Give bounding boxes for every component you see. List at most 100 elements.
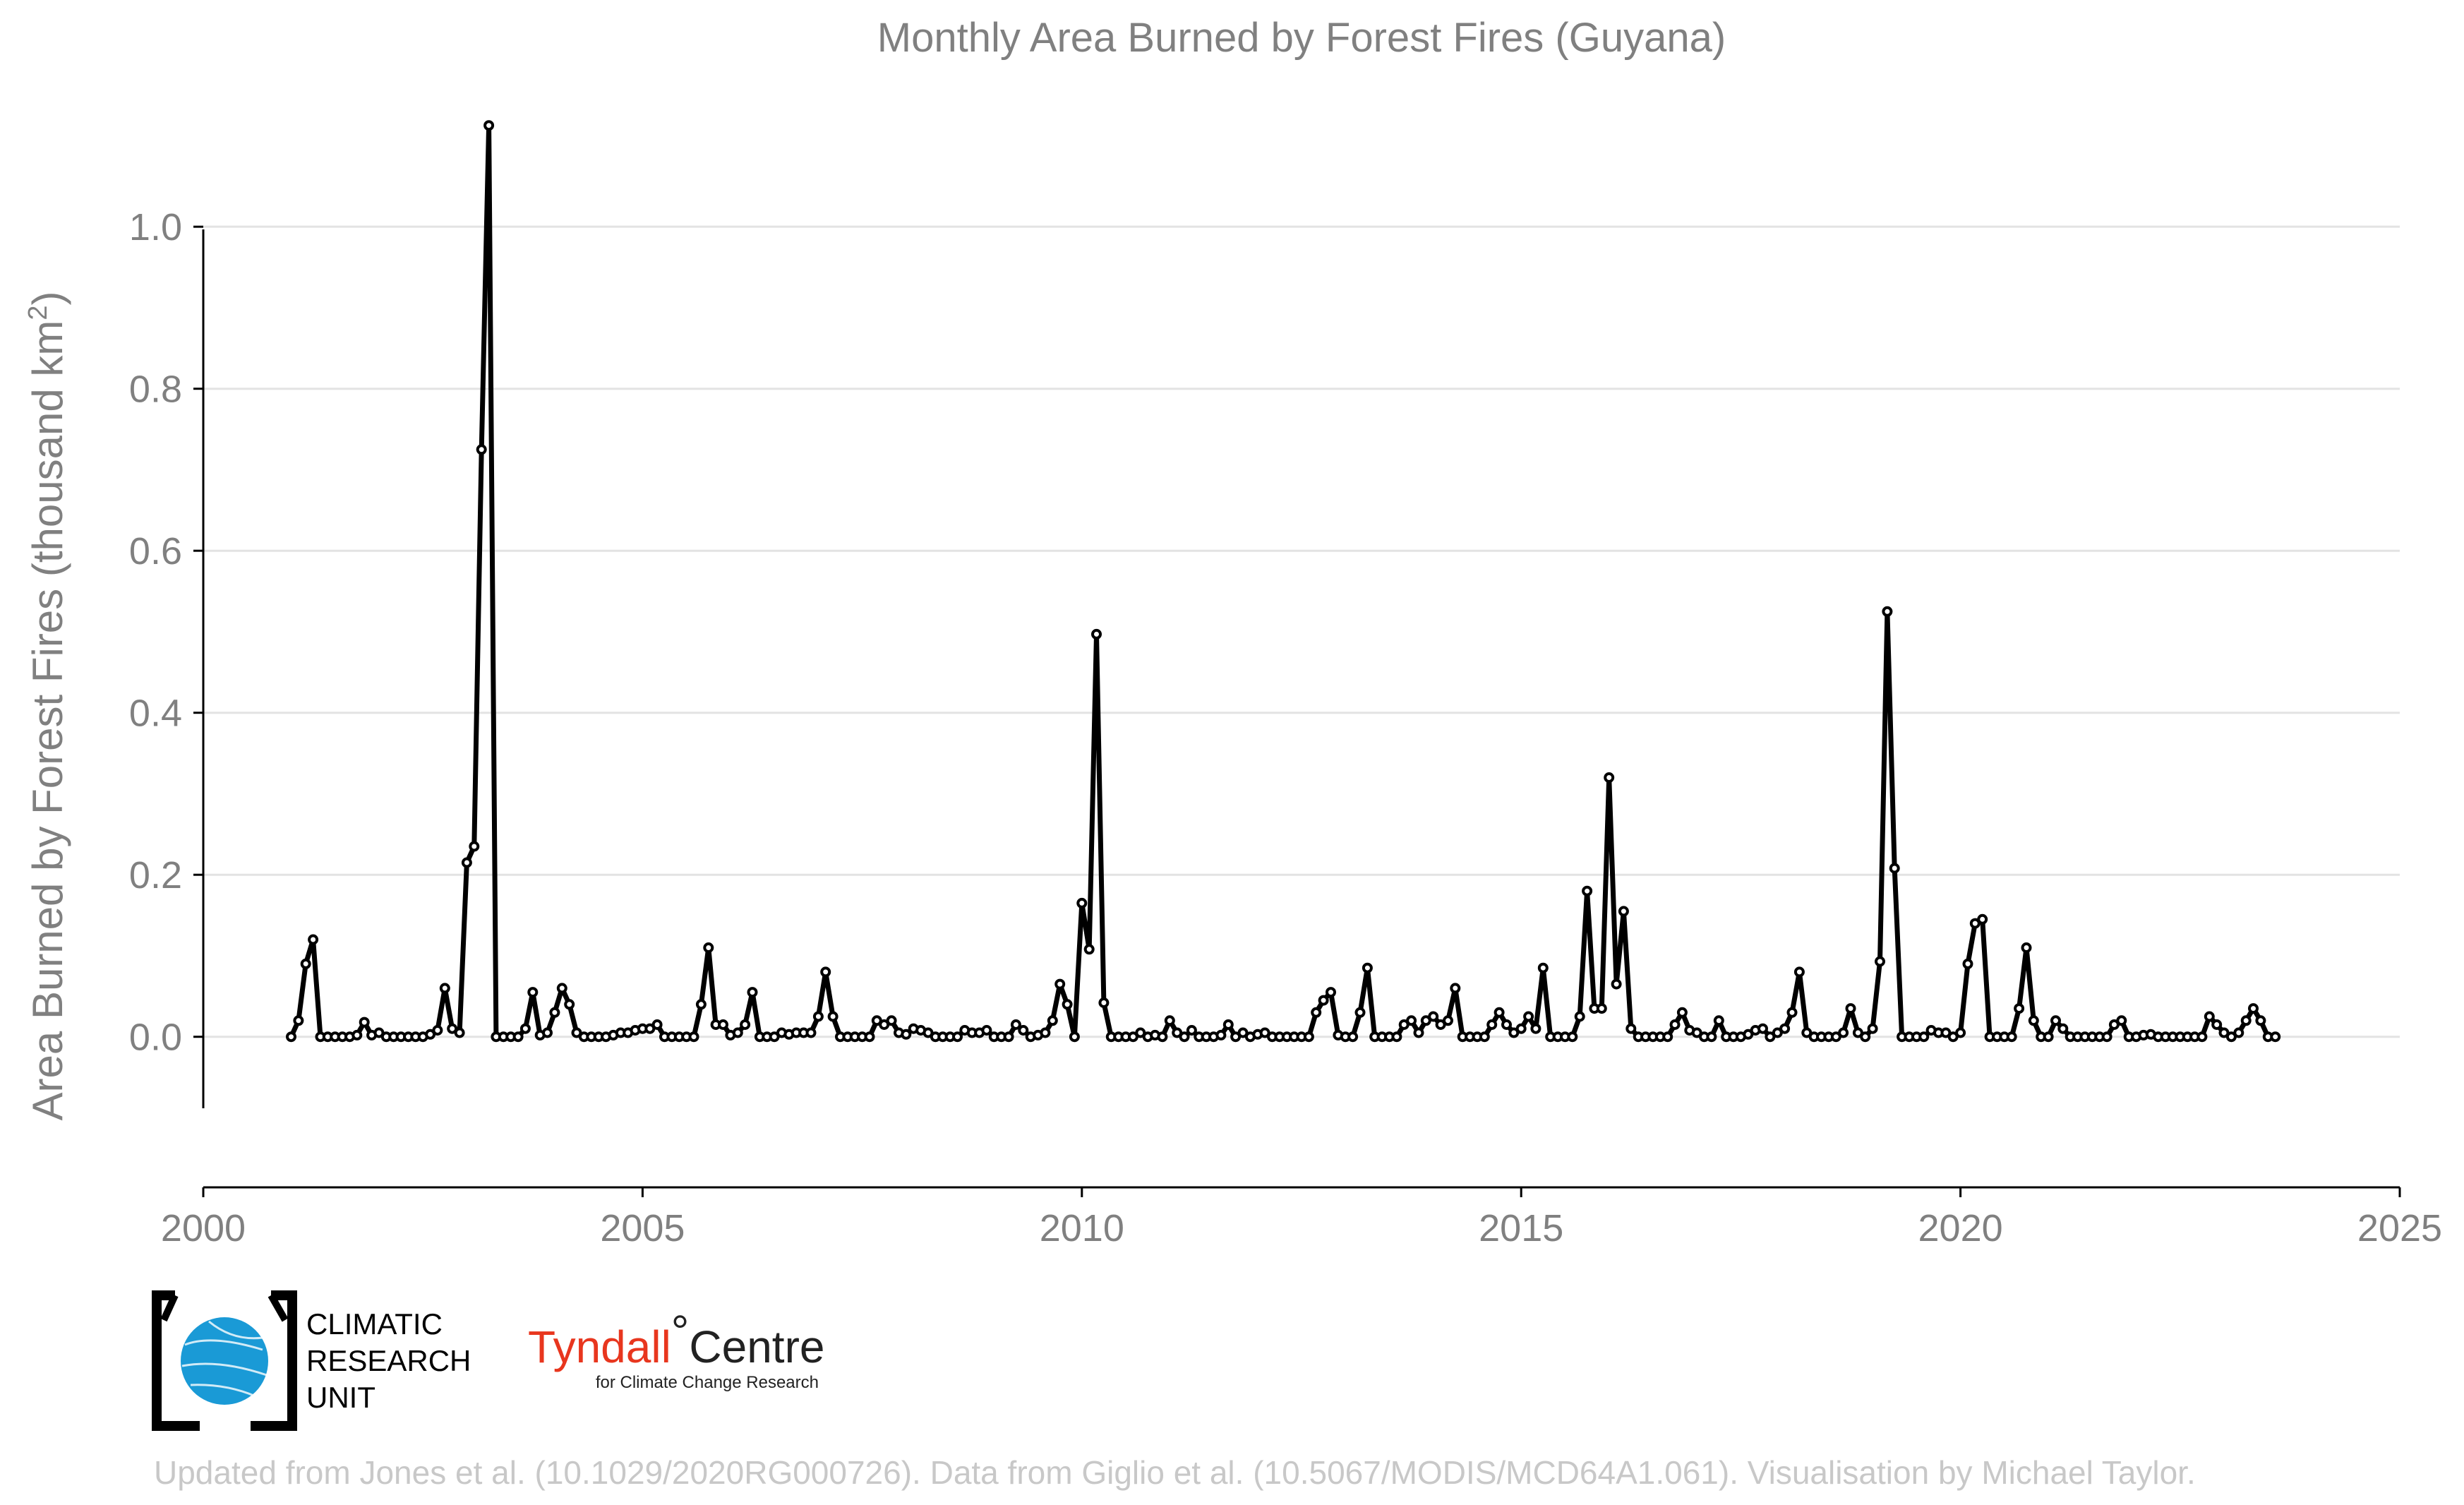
data-point [1508, 1027, 1520, 1038]
data-point [747, 987, 758, 998]
data-point [769, 1031, 780, 1043]
data-point [2204, 1011, 2215, 1022]
data-point [1515, 1023, 1527, 1034]
data-point [2211, 1019, 2223, 1030]
data-point [651, 1019, 663, 1030]
y-tick-label: 0.0 [129, 1017, 182, 1059]
data-point [454, 1027, 465, 1038]
data-point [1494, 1007, 1505, 1018]
data-point [864, 1031, 875, 1043]
data-point [1083, 944, 1095, 955]
x-tick-label: 2000 [161, 1207, 246, 1249]
data-point [549, 1007, 560, 1018]
x-tick-label: 2015 [1479, 1207, 1563, 1249]
data-point [476, 444, 487, 455]
data-point [871, 1015, 882, 1026]
cru-bracket-right [251, 1290, 297, 1431]
data-point [2116, 1015, 2127, 1026]
data-point [1003, 1031, 1014, 1043]
cru-line-1: CLIMATIC [306, 1307, 443, 1341]
data-point [425, 1029, 436, 1040]
data-point [2270, 1031, 2281, 1043]
data-point [1567, 1031, 1578, 1043]
data-point [1047, 1015, 1058, 1026]
data-point [2057, 1023, 2069, 1034]
data-point [740, 1019, 751, 1030]
data-point [1127, 1031, 1138, 1043]
data-point [1786, 1007, 1798, 1018]
data-point [1428, 1011, 1439, 1022]
data-point [2021, 942, 2032, 953]
data-point [1157, 1031, 1168, 1043]
data-point [483, 120, 495, 131]
data-point [1311, 1007, 1322, 1018]
x-axis-ticks: 2000 2005 2010 2015 2020 2025 [161, 1187, 2442, 1249]
data-point [1501, 1019, 1512, 1030]
data-point [351, 1029, 363, 1041]
data-point [447, 1023, 458, 1034]
data-point [564, 999, 575, 1010]
data-point [1918, 1031, 1930, 1043]
y-tick-label: 0.2 [129, 854, 182, 897]
y-tick-label: 0.8 [129, 368, 182, 411]
data-point [1040, 1027, 1051, 1038]
data-point [2218, 1027, 2230, 1038]
data-point [703, 942, 714, 953]
data-point [293, 1015, 304, 1026]
data-point [1076, 897, 1088, 909]
data-point [1347, 1031, 1359, 1043]
cru-bracket-slash-left [160, 1293, 179, 1322]
data-point [308, 934, 319, 945]
data-point [1091, 628, 1102, 640]
cru-line-3: UNIT [306, 1381, 375, 1414]
data-point [359, 1017, 370, 1028]
data-point [300, 958, 311, 969]
data-point [432, 1025, 443, 1036]
data-point [1706, 1031, 1717, 1043]
data-point [1618, 906, 1629, 917]
data-point [805, 1027, 817, 1038]
data-point [1574, 1011, 1585, 1022]
data-point [461, 857, 472, 868]
data-point [1889, 863, 1900, 874]
data-point [1604, 772, 1615, 783]
data-point [2240, 1015, 2252, 1026]
data-point [1443, 1015, 1453, 1026]
y-axis-label-superscript: 2 [23, 306, 53, 320]
y-axis-ticks: 0.0 0.2 0.4 0.6 0.8 1.0 [129, 206, 203, 1059]
data-point [1757, 1023, 1768, 1034]
cru-bracket-left [152, 1290, 200, 1431]
series-line [289, 123, 2276, 1040]
y-tick-label: 1.0 [129, 206, 182, 248]
data-point [2196, 1031, 2208, 1043]
data-point [1018, 1025, 1029, 1036]
data-point [820, 966, 831, 978]
data-point [512, 1031, 524, 1043]
chart-title: Monthly Area Burned by Forest Fires (Guy… [877, 15, 1726, 61]
y-axis-label-main: Area Burned by Forest Fires (thousand km [24, 320, 71, 1121]
data-point [1398, 1019, 1410, 1030]
data-point [1582, 885, 1593, 897]
cru-bracket-slash-right [268, 1293, 289, 1322]
data-point [1486, 1019, 1498, 1030]
data-point [469, 841, 480, 852]
data-point [519, 1023, 531, 1034]
data-point [886, 1015, 897, 1026]
data-point [688, 1031, 699, 1043]
data-point [1420, 1015, 1431, 1026]
data-point [1977, 913, 1988, 925]
data-point [1435, 1019, 1446, 1030]
globe-icon [181, 1317, 268, 1405]
data-point [1947, 1031, 1959, 1043]
data-point [2225, 1031, 2237, 1043]
data-point [1596, 1003, 1607, 1014]
data-point [556, 983, 567, 994]
data-point [1860, 1031, 1871, 1043]
data-point [1098, 997, 1110, 1008]
data-point [1450, 983, 1461, 994]
data-point [1772, 1027, 1783, 1038]
data-point [1054, 978, 1066, 990]
data-point [1215, 1029, 1227, 1041]
tyndall-centre-word: Centre [689, 1321, 824, 1372]
globe-lines-icon [181, 1320, 268, 1398]
